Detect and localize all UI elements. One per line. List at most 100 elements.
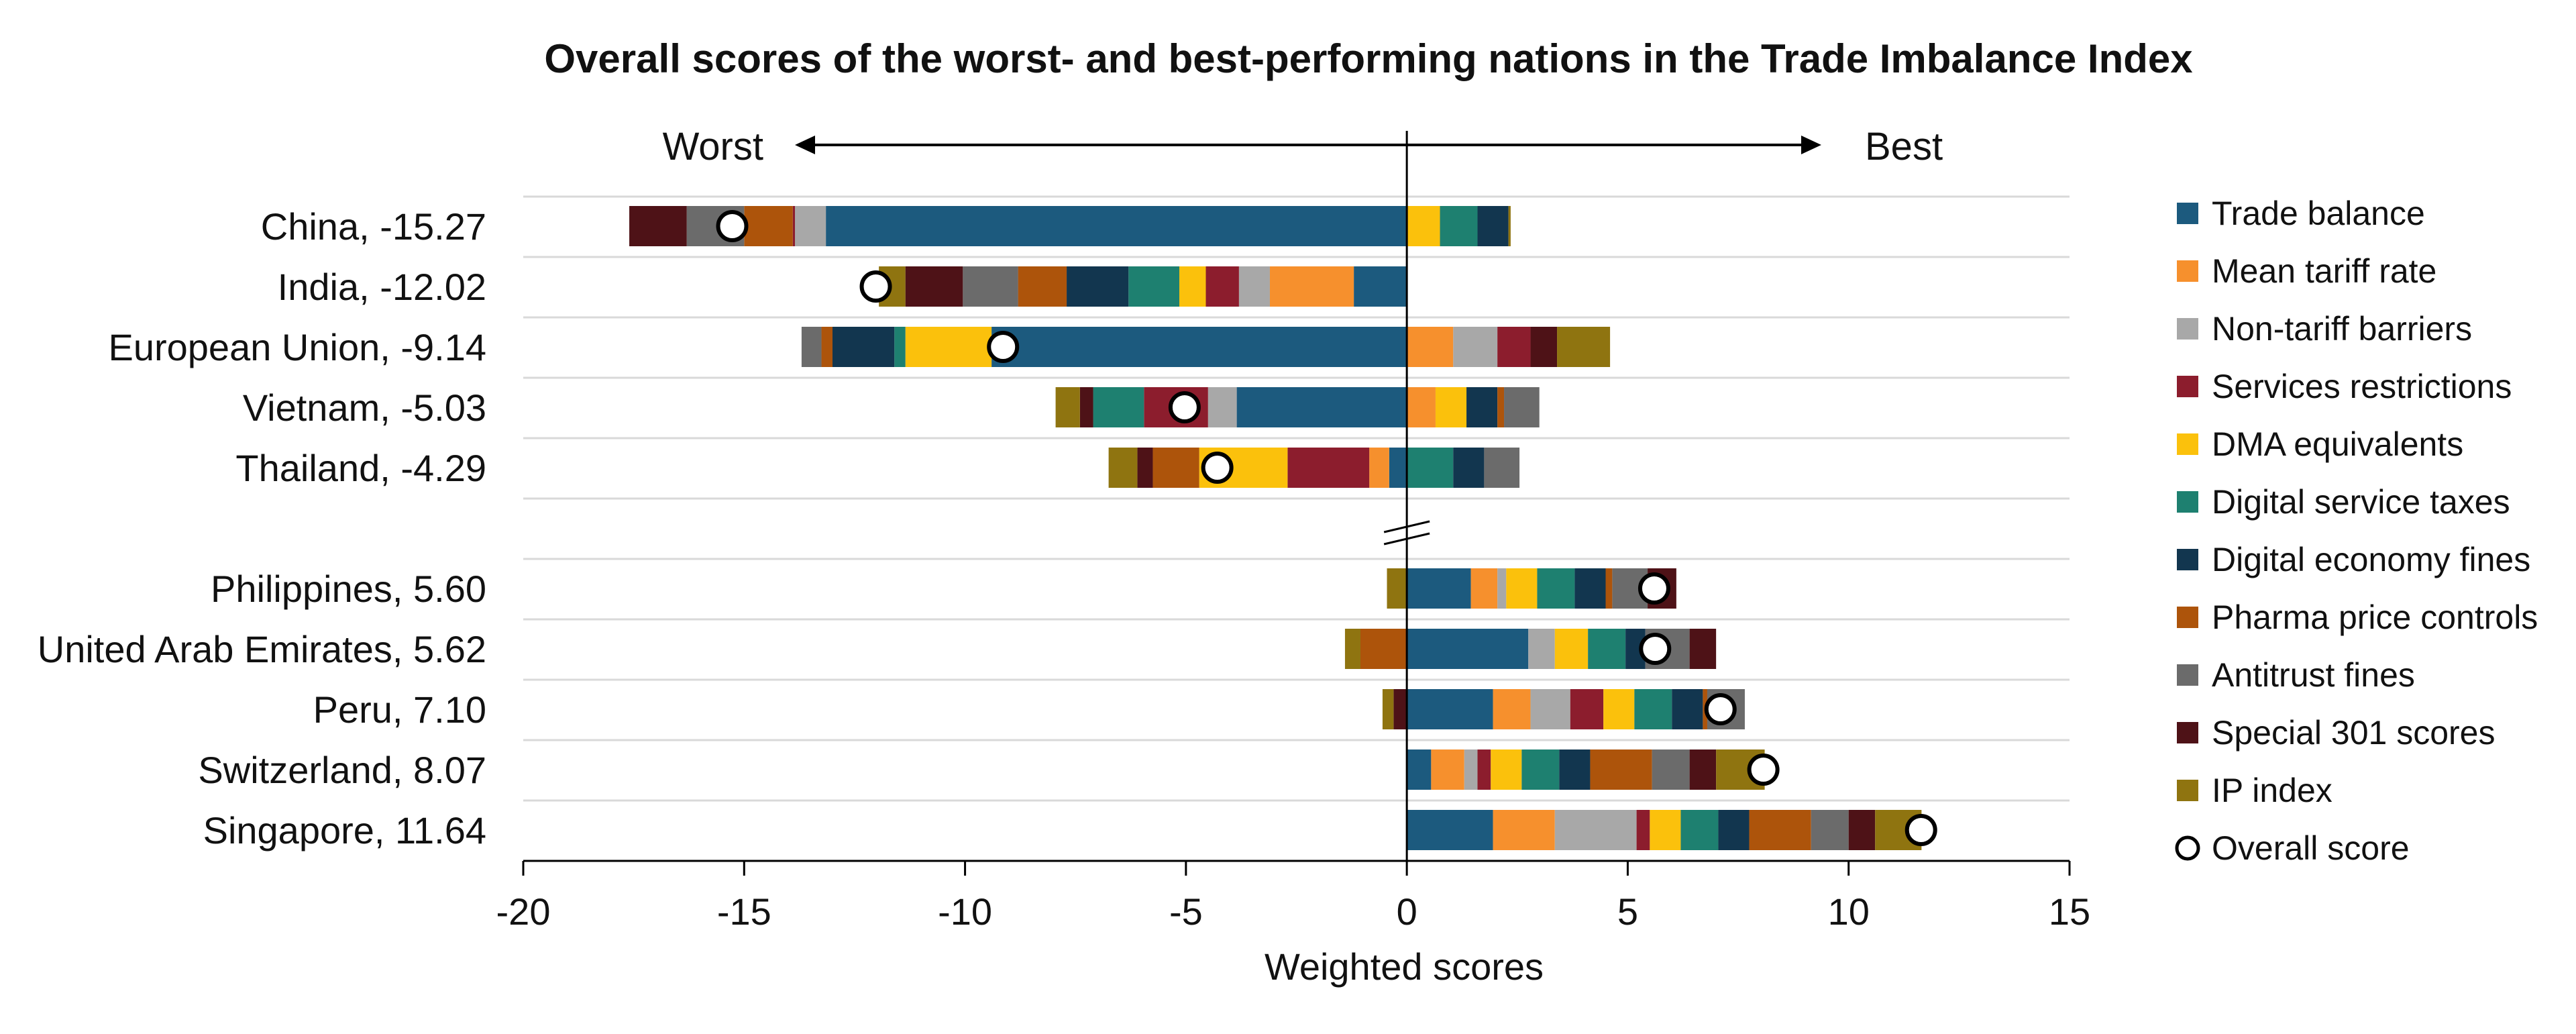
bar-segment-united-arab-emirates-ip-index xyxy=(1344,629,1360,669)
legend-swatch-mean-tariff-rate xyxy=(2177,260,2198,282)
x-tick-label--15: -15 xyxy=(717,890,771,933)
bar-segment-singapore-trade-balance xyxy=(1407,810,1493,850)
bar-group-india xyxy=(879,266,1407,307)
bar-segment-peru-ip-index xyxy=(1382,689,1394,729)
bar-segment-philippines-ip-index xyxy=(1387,568,1407,609)
bar-segment-vietnam-mean-tariff-rate xyxy=(1407,387,1436,427)
bar-segment-switzerland-non-tariff-barriers xyxy=(1464,749,1478,790)
category-label-european-union: European Union, -9.14 xyxy=(109,326,487,368)
bar-group-philippines xyxy=(1387,568,1676,609)
bar-segment-vietnam-antitrust-fines xyxy=(1504,387,1540,427)
bar-segment-vietnam-ip-index xyxy=(1055,387,1080,427)
axis-break-mark-1 xyxy=(1383,520,1430,533)
bar-segment-thailand-pharma-price-controls xyxy=(1152,448,1199,488)
bar-segment-vietnam-digital-service-taxes xyxy=(1093,387,1144,427)
legend-swatch-special-301-scores xyxy=(2177,722,2198,743)
bar-segment-peru-services-restrictions xyxy=(1570,689,1604,729)
legend-label-mean-tariff-rate: Mean tariff rate xyxy=(2212,252,2436,290)
bar-segment-united-arab-emirates-non-tariff-barriers xyxy=(1528,629,1555,669)
bar-segment-china-special-301-scores xyxy=(629,206,687,246)
bar-segment-china-dma-equivalents xyxy=(1407,206,1440,246)
bar-segment-vietnam-pharma-price-controls xyxy=(1497,387,1505,427)
bar-group-china xyxy=(629,206,1511,246)
legend-label-digital-economy-fines: Digital economy fines xyxy=(2212,541,2530,578)
bar-segment-china-trade-balance xyxy=(826,206,1407,246)
bar-segment-india-digital-economy-fines xyxy=(1067,266,1129,307)
bar-segment-india-pharma-price-controls xyxy=(1018,266,1067,307)
bar-segment-united-arab-emirates-pharma-price-controls xyxy=(1360,629,1407,669)
bar-segment-philippines-trade-balance xyxy=(1407,568,1471,609)
bar-segment-singapore-pharma-price-controls xyxy=(1749,810,1811,850)
category-label-singapore: Singapore, 11.64 xyxy=(203,809,486,851)
legend-label-pharma-price-controls: Pharma price controls xyxy=(2212,599,2538,636)
bar-segment-singapore-non-tariff-barriers xyxy=(1554,810,1637,850)
bar-segment-united-arab-emirates-trade-balance xyxy=(1407,629,1529,669)
direction-arrowhead-left xyxy=(795,136,815,154)
bar-segment-china-pharma-price-controls xyxy=(744,206,793,246)
x-tick-label--10: -10 xyxy=(938,890,992,933)
bar-group-vietnam xyxy=(1055,387,1540,427)
bar-segment-vietnam-special-301-scores xyxy=(1079,387,1093,427)
legend-swatch-pharma-price-controls xyxy=(2177,607,2198,628)
x-tick-label--5: -5 xyxy=(1169,890,1203,933)
x-tick-label--20: -20 xyxy=(496,890,551,933)
bar-segment-singapore-mean-tariff-rate xyxy=(1493,810,1555,850)
legend-swatch-digital-economy-fines xyxy=(2177,549,2198,570)
bar-group-european-union xyxy=(801,327,1611,367)
x-axis: -20 -15 -10 -5 0 5 10 15 xyxy=(496,131,2090,933)
bar-segment-vietnam-trade-balance xyxy=(1236,387,1407,427)
bar-segment-thailand-trade-balance xyxy=(1389,448,1407,488)
bar-segment-china-ip-index xyxy=(1508,206,1511,246)
bar-segment-united-arab-emirates-digital-service-taxes xyxy=(1588,629,1626,669)
bar-segment-india-non-tariff-barriers xyxy=(1238,266,1270,307)
direction-arrowhead-right xyxy=(1801,136,1821,154)
overall-marker-china xyxy=(716,210,749,242)
bar-segment-vietnam-dma-equivalents xyxy=(1435,387,1467,427)
bar-segment-india-services-restrictions xyxy=(1205,266,1239,307)
bar-segment-china-non-tariff-barriers xyxy=(795,206,826,246)
bar-segment-european-union-antitrust-fines xyxy=(801,327,822,367)
x-tick-label-15: 15 xyxy=(2049,890,2090,933)
direction-worst-label: Worst xyxy=(663,125,763,168)
overall-marker-switzerland xyxy=(1747,754,1780,786)
bar-segment-peru-trade-balance xyxy=(1407,689,1493,729)
bar-segment-philippines-non-tariff-barriers xyxy=(1497,568,1507,609)
bar-segment-european-union-special-301-scores xyxy=(1530,327,1558,367)
legend-label-digital-service-taxes: Digital service taxes xyxy=(2212,483,2510,521)
legend-label-special-301-scores: Special 301 scores xyxy=(2212,714,2495,752)
bar-segment-philippines-mean-tariff-rate xyxy=(1470,568,1498,609)
legend-label-services-restrictions: Services restrictions xyxy=(2212,368,2512,405)
bar-group-singapore xyxy=(1407,810,1922,850)
bar-segment-thailand-special-301-scores xyxy=(1137,448,1153,488)
bar-segment-european-union-non-tariff-barriers xyxy=(1453,327,1498,367)
bar-segment-european-union-digital-service-taxes xyxy=(894,327,906,367)
direction-best-label: Best xyxy=(1865,125,1943,168)
legend-swatch-non-tariff-barriers xyxy=(2177,318,2198,340)
legend-label-dma-equivalents: DMA equivalents xyxy=(2212,425,2463,463)
overall-marker-united-arab-emirates xyxy=(1639,633,1672,665)
legend-swatch-antitrust-fines xyxy=(2177,664,2198,686)
overall-score-markers xyxy=(716,210,1937,846)
bar-group-thailand xyxy=(1108,448,1520,488)
gridlines xyxy=(523,195,2070,802)
bar-segment-switzerland-services-restrictions xyxy=(1477,749,1491,790)
bar-segment-european-union-dma-equivalents xyxy=(905,327,992,367)
legend-swatch-ip-index xyxy=(2177,780,2198,801)
bar-segment-european-union-services-restrictions xyxy=(1497,327,1531,367)
bar-segment-china-services-restrictions xyxy=(792,206,796,246)
bar-group-peru xyxy=(1382,689,1745,729)
category-labels: China, -15.27 India, -12.02 European Union… xyxy=(38,205,486,851)
bar-segment-thailand-services-restrictions xyxy=(1287,448,1370,488)
bar-segment-singapore-services-restrictions xyxy=(1636,810,1650,850)
bar-segment-india-digital-service-taxes xyxy=(1128,266,1179,307)
bar-segment-european-union-digital-economy-fines xyxy=(833,327,895,367)
bar-segment-european-union-trade-balance xyxy=(991,327,1407,367)
bar-segment-peru-digital-service-taxes xyxy=(1634,689,1672,729)
bar-segment-switzerland-special-301-scores xyxy=(1689,749,1717,790)
bar-segment-philippines-digital-economy-fines xyxy=(1574,568,1606,609)
bar-segment-peru-special-301-scores xyxy=(1393,689,1407,729)
bar-segment-singapore-special-301-scores xyxy=(1848,810,1876,850)
bar-segment-switzerland-digital-economy-fines xyxy=(1559,749,1591,790)
category-label-china: China, -15.27 xyxy=(261,205,486,248)
